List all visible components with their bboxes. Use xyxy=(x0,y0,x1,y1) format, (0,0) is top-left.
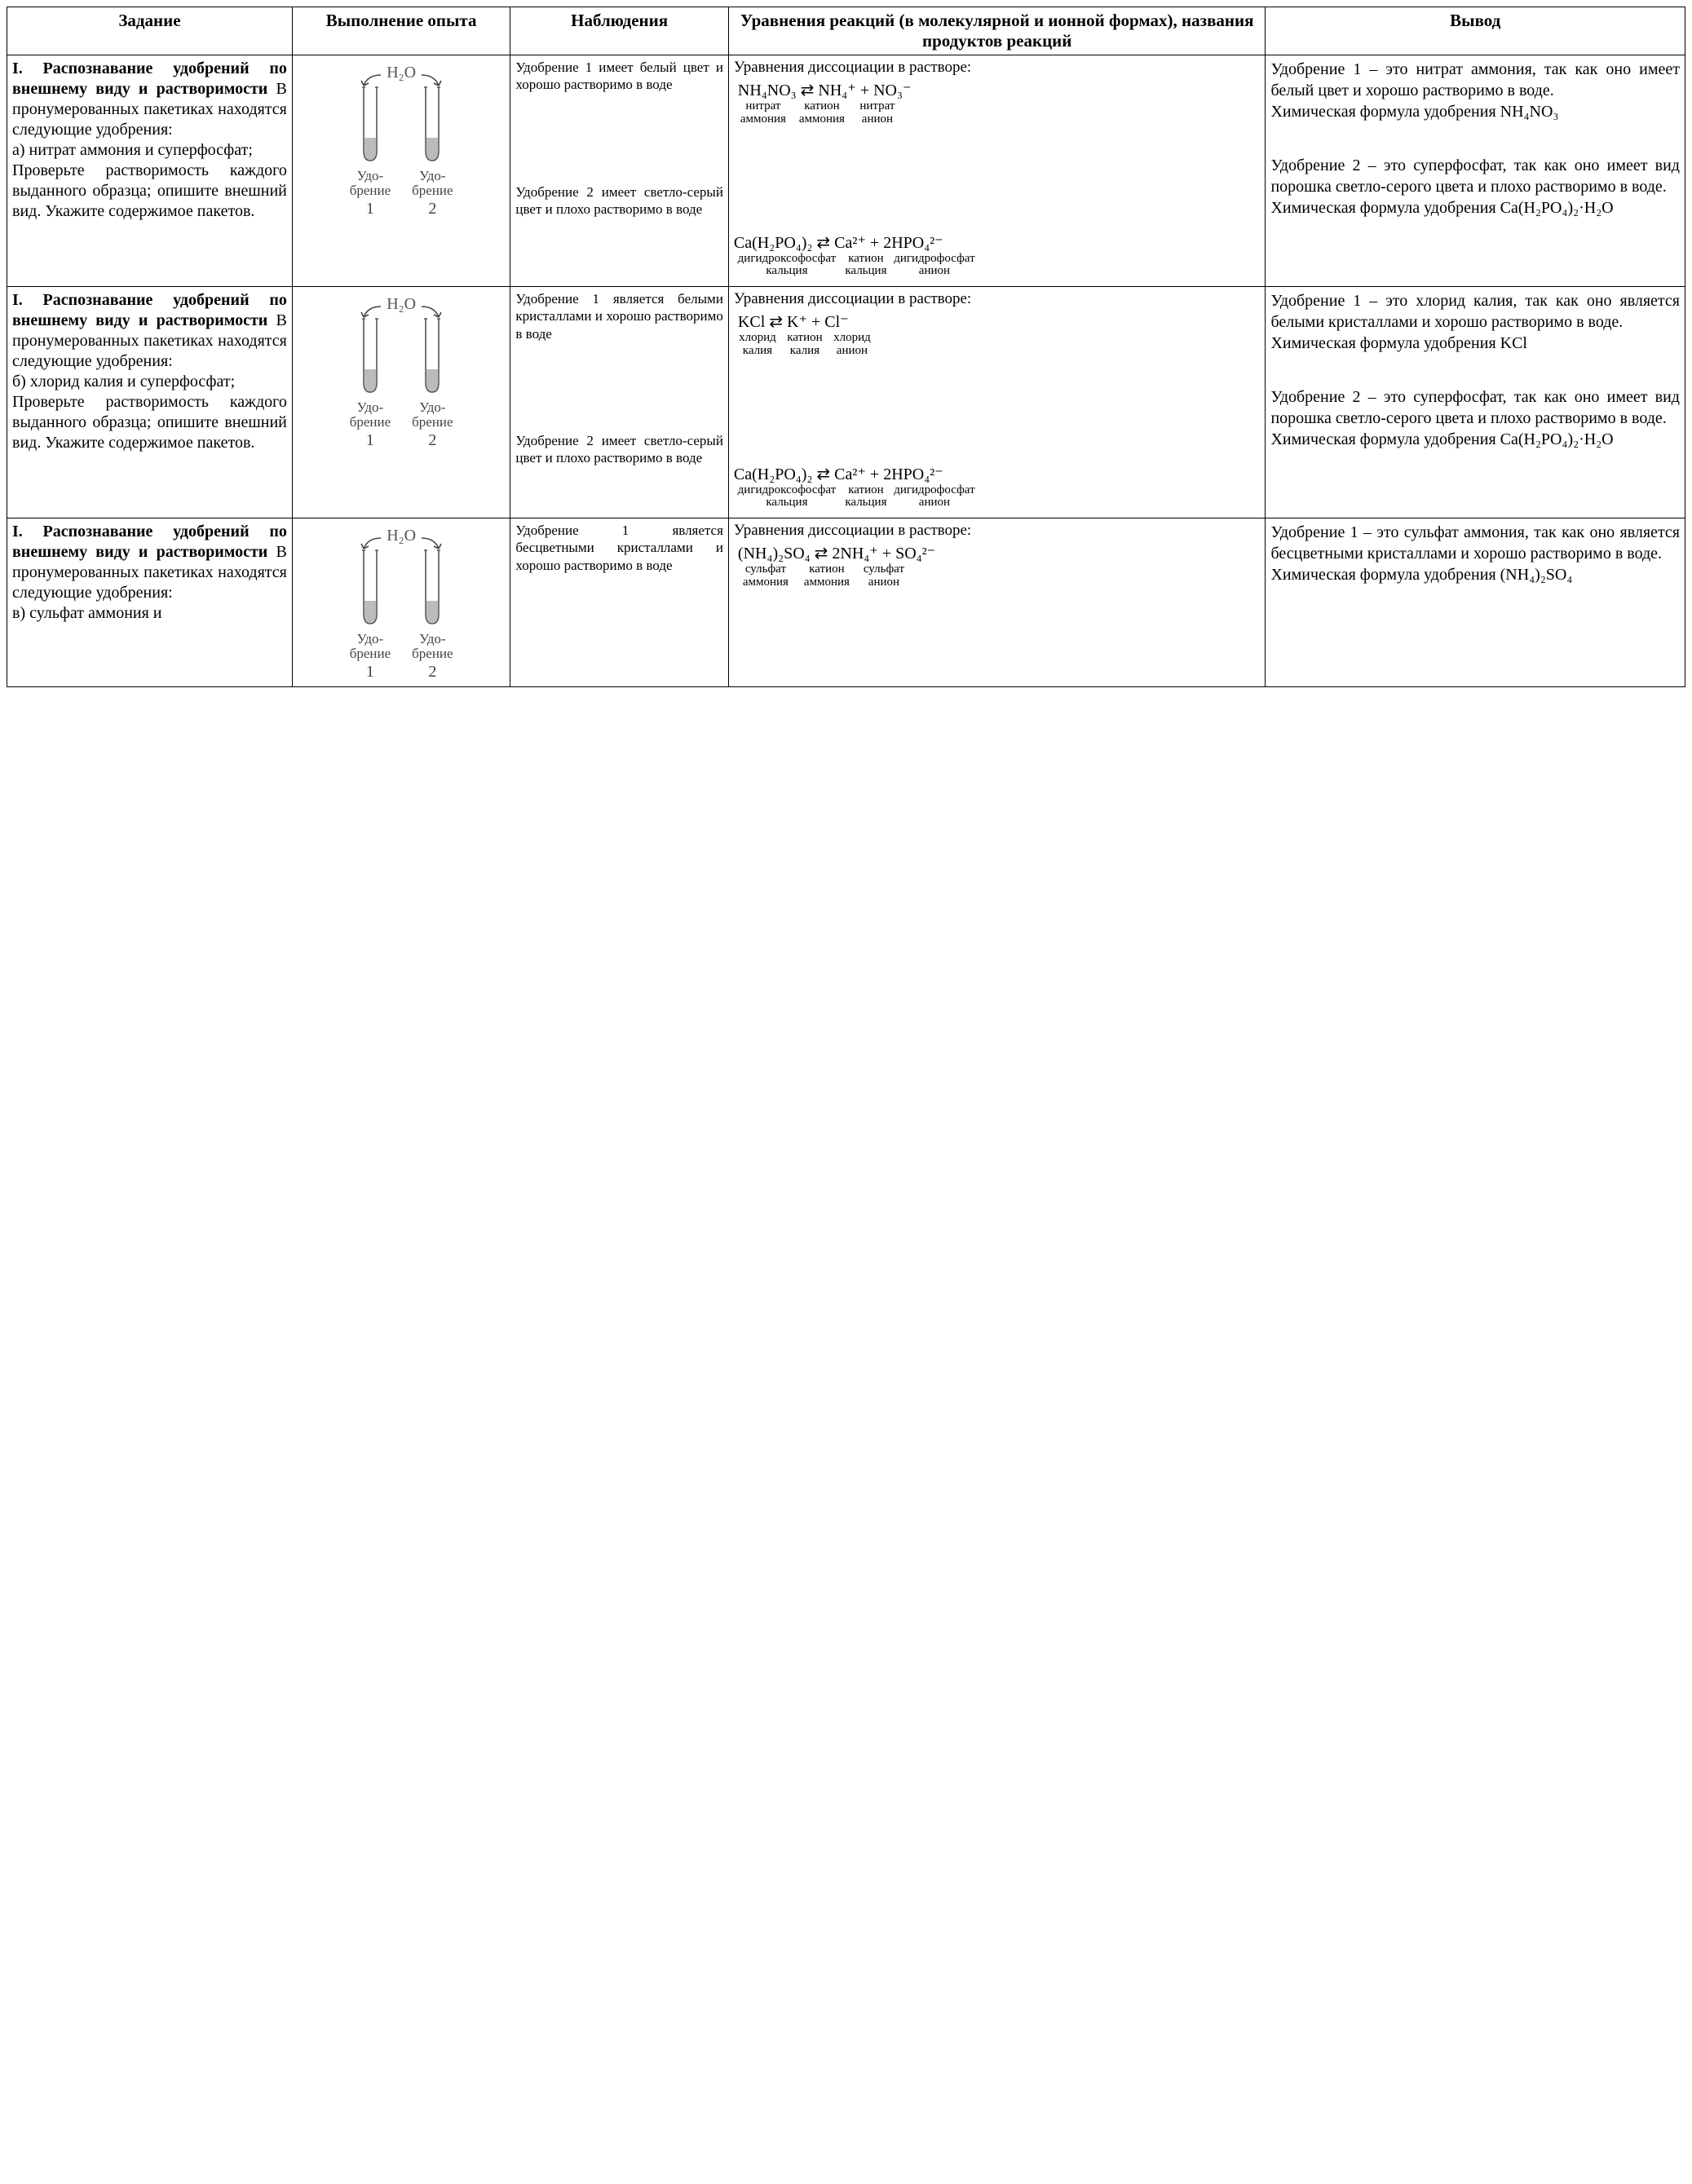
tube-caption: Удо-брение xyxy=(412,632,453,661)
header-conclusion: Вывод xyxy=(1266,7,1685,55)
tube-caption: Удо-брение xyxy=(412,169,453,198)
species-labels: нитратаммониякатионаммониянитратанион xyxy=(734,100,1261,126)
reactions-cell: Уравнения диссоциации в растворе: (NH₄)₂… xyxy=(728,518,1266,687)
conclusion-cell: Удобрение 1 – это сульфат аммония, так к… xyxy=(1266,518,1685,687)
header-observation: Наблюдения xyxy=(510,7,729,55)
pour-arrow-icon xyxy=(360,304,384,322)
task-cell: I. Распознавание удобрений по внешнему в… xyxy=(7,518,293,687)
tube-number: 2 xyxy=(412,200,453,218)
pour-arrow-icon xyxy=(360,73,384,90)
experiment-cell: H₂O Удо-брение 1 xyxy=(292,55,510,287)
tube-caption: Удо-брение xyxy=(350,169,391,198)
header-row: Задание Выполнение опыта Наблюдения Урав… xyxy=(7,7,1685,55)
test-tube-icon xyxy=(423,549,441,625)
reactions-cell: Уравнения диссоциации в растворе: KCl ⇄ … xyxy=(728,287,1266,518)
h2o-label: H₂O xyxy=(298,64,506,82)
observation-text: Удобрение 2 имеет светло-серый цвет и пл… xyxy=(515,432,723,467)
test-tube-icon xyxy=(423,86,441,162)
table-row: I. Распознавание удобрений по внешнему в… xyxy=(7,55,1685,287)
conclusion-text: Удобрение 1 – это хлорид калия, так как … xyxy=(1270,290,1680,354)
conclusion-text: Удобрение 2 – это суперфосфат, так как о… xyxy=(1270,386,1680,450)
observation-text: Удобрение 1 является белыми кристаллами … xyxy=(515,290,723,342)
test-tube-icon xyxy=(423,317,441,394)
observation-text: Удобрение 2 имеет светло-серый цвет и пл… xyxy=(515,183,723,218)
test-tube-icon xyxy=(361,317,379,394)
equation: KCl ⇄ K⁺ + Cl⁻ xyxy=(734,311,1261,332)
table-body: I. Распознавание удобрений по внешнему в… xyxy=(7,55,1685,687)
observation-cell: Удобрение 1 является белыми кристаллами … xyxy=(510,287,729,518)
tube-number: 1 xyxy=(350,663,391,682)
test-tube-icon xyxy=(361,549,379,625)
conclusion-cell: Удобрение 1 – это нитрат аммония, так ка… xyxy=(1266,55,1685,287)
experiment-diagram: H₂O Удо-брение 1 xyxy=(298,290,506,450)
pour-arrow-icon xyxy=(418,536,443,554)
header-experiment: Выполнение опыта xyxy=(292,7,510,55)
experiment-diagram: H₂O Удо-брение 1 xyxy=(298,59,506,218)
tube-number: 1 xyxy=(350,431,391,450)
conclusion-text: Удобрение 2 – это суперфосфат, так как о… xyxy=(1270,155,1680,218)
conclusion-text: Удобрение 1 – это сульфат аммония, так к… xyxy=(1270,522,1680,585)
reactions-lead: Уравнения диссоциации в растворе: xyxy=(734,59,1261,77)
reactions-lead: Уравнения диссоциации в растворе: xyxy=(734,522,1261,540)
species-labels: хлоридкалиякатионкалияхлориданион xyxy=(734,332,1261,358)
conclusion-cell: Удобрение 1 – это хлорид калия, так как … xyxy=(1266,287,1685,518)
observation-text: Удобрение 1 является бесцветными кристал… xyxy=(515,522,723,574)
species-labels: дигидроксофосфаткальциякатионкальциядиги… xyxy=(734,253,1261,279)
task-cell: I. Распознавание удобрений по внешнему в… xyxy=(7,287,293,518)
header-reactions: Уравнения реакций (в молекулярной и ионн… xyxy=(728,7,1266,55)
tube-number: 2 xyxy=(412,431,453,450)
pour-arrow-icon xyxy=(360,536,384,554)
experiment-cell: H₂O Удо-брение 1 xyxy=(292,518,510,687)
header-task: Задание xyxy=(7,7,293,55)
tube-number: 2 xyxy=(412,663,453,682)
tube-number: 1 xyxy=(350,200,391,218)
reactions-lead: Уравнения диссоциации в растворе: xyxy=(734,290,1261,308)
experiment-diagram: H₂O Удо-брение 1 xyxy=(298,522,506,682)
tube-caption: Удо-брение xyxy=(350,632,391,661)
experiment-cell: H₂O Удо-брение 1 xyxy=(292,287,510,518)
observation-cell: Удобрение 1 является бесцветными кристал… xyxy=(510,518,729,687)
pour-arrow-icon xyxy=(418,73,443,90)
observation-cell: Удобрение 1 имеет белый цвет и хорошо ра… xyxy=(510,55,729,287)
reactions-cell: Уравнения диссоциации в растворе: NH₄NO₃… xyxy=(728,55,1266,287)
test-tube-icon xyxy=(361,86,379,162)
equation: Ca(H₂PO₄)₂ ⇄ Ca²⁺ + 2HPO₄²⁻ xyxy=(734,232,1261,253)
pour-arrow-icon xyxy=(418,304,443,322)
h2o-label: H₂O xyxy=(298,295,506,314)
h2o-label: H₂O xyxy=(298,527,506,545)
tube-caption: Удо-брение xyxy=(350,400,391,430)
conclusion-text: Удобрение 1 – это нитрат аммония, так ка… xyxy=(1270,59,1680,122)
tube-caption: Удо-брение xyxy=(412,400,453,430)
equation: (NH₄)₂SO₄ ⇄ 2NH₄⁺ + SO₄²⁻ xyxy=(734,543,1261,563)
species-labels: сульфатаммониякатионаммониясульфатанион xyxy=(734,563,1261,589)
lab-table: Задание Выполнение опыта Наблюдения Урав… xyxy=(7,7,1685,687)
equation: NH₄NO₃ ⇄ NH₄⁺ + NO₃⁻ xyxy=(734,80,1261,100)
species-labels: дигидроксофосфаткальциякатионкальциядиги… xyxy=(734,484,1261,510)
observation-text: Удобрение 1 имеет белый цвет и хорошо ра… xyxy=(515,59,723,94)
equation: Ca(H₂PO₄)₂ ⇄ Ca²⁺ + 2HPO₄²⁻ xyxy=(734,464,1261,484)
task-cell: I. Распознавание удобрений по внешнему в… xyxy=(7,55,293,287)
table-row: I. Распознавание удобрений по внешнему в… xyxy=(7,518,1685,687)
table-row: I. Распознавание удобрений по внешнему в… xyxy=(7,287,1685,518)
